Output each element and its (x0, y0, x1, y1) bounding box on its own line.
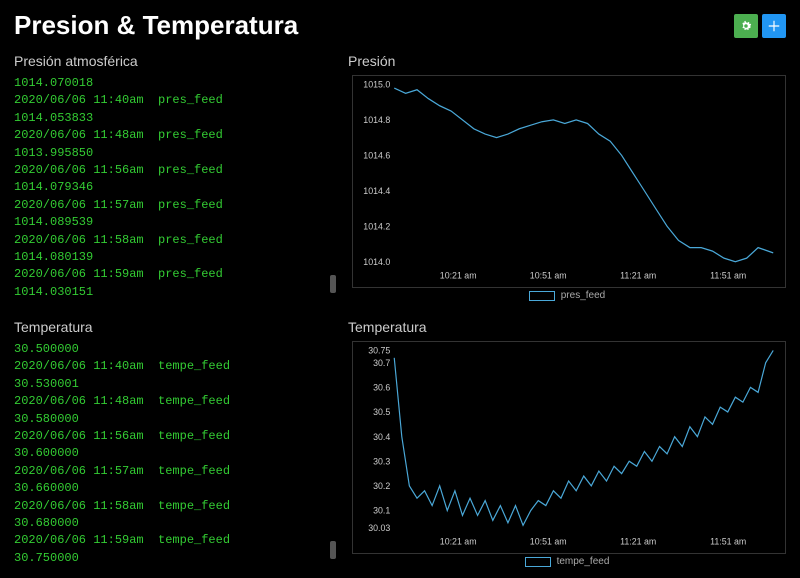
svg-text:1014.2: 1014.2 (363, 221, 390, 231)
svg-text:11:51 am: 11:51 am (710, 536, 746, 546)
svg-text:10:21 am: 10:21 am (440, 270, 477, 280)
svg-text:30.03: 30.03 (368, 523, 390, 533)
svg-text:11:51 am: 11:51 am (710, 270, 746, 280)
temperature-chart-box[interactable]: 30.03 30.1 30.2 30.3 30.4 30.5 30.6 30.7 30.75 10… (352, 341, 786, 554)
svg-text:1014.8: 1014.8 (363, 115, 390, 125)
temperature-chart-title: Temperatura (348, 319, 786, 335)
pressure-chart-svg: 1014.0 1014.2 1014.4 1014.6 1014.8 1015.0 10:2… (353, 76, 785, 287)
svg-text:11:21 am: 11:21 am (620, 536, 656, 546)
svg-text:30.75: 30.75 (368, 345, 390, 355)
temperature-feed-log[interactable]: 30.5000002020/06/06 11:40am tempe_feed30… (14, 341, 334, 567)
pressure-feed-panel: Presión atmosférica 1014.0700182020/06/0… (14, 53, 334, 301)
page-title: Presion & Temperatura (14, 10, 298, 41)
header-actions (734, 14, 786, 38)
dashboard-grid: Presión atmosférica 1014.0700182020/06/0… (14, 53, 786, 563)
temperature-legend-label: tempe_feed (557, 556, 610, 567)
svg-text:1014.6: 1014.6 (363, 150, 390, 160)
svg-text:10:51 am: 10:51 am (530, 536, 567, 546)
add-button[interactable] (762, 14, 786, 38)
scrollbar-thumb[interactable] (330, 541, 336, 559)
pressure-legend: pres_feed (348, 290, 786, 301)
svg-text:1014.0: 1014.0 (363, 257, 390, 267)
temperature-legend: tempe_feed (348, 556, 786, 567)
plus-icon (767, 19, 781, 33)
svg-text:10:51 am: 10:51 am (530, 270, 567, 280)
svg-text:1015.0: 1015.0 (363, 79, 390, 89)
temperature-legend-swatch (525, 557, 551, 567)
pressure-legend-label: pres_feed (561, 290, 605, 301)
svg-text:1014.4: 1014.4 (363, 186, 390, 196)
pressure-chart-panel: Presión 1014.01014.21014.41014.61014.810… (348, 53, 786, 301)
svg-text:30.6: 30.6 (373, 382, 390, 392)
pressure-legend-swatch (529, 291, 555, 301)
pressure-feed-title: Presión atmosférica (14, 53, 334, 69)
pressure-feed-log[interactable]: 1014.0700182020/06/06 11:40am pres_feed1… (14, 75, 334, 301)
svg-text:30.5: 30.5 (373, 407, 390, 417)
svg-text:10:21 am: 10:21 am (440, 536, 477, 546)
dashboard-header: Presion & Temperatura (14, 10, 786, 41)
svg-text:11:21 am: 11:21 am (620, 270, 656, 280)
temperature-feed-panel: Temperatura 30.5000002020/06/06 11:40am … (14, 319, 334, 567)
temperature-chart-svg: 30.03 30.1 30.2 30.3 30.4 30.5 30.6 30.7 30.75 10… (353, 342, 785, 553)
gear-icon (739, 19, 753, 33)
temperature-feed-title: Temperatura (14, 319, 334, 335)
svg-text:30.2: 30.2 (373, 481, 390, 491)
temperature-chart-panel: Temperatura 30.0330.130.230.330.430.530.… (348, 319, 786, 567)
settings-button[interactable] (734, 14, 758, 38)
svg-text:30.1: 30.1 (373, 505, 390, 515)
svg-text:30.4: 30.4 (373, 432, 390, 442)
pressure-chart-title: Presión (348, 53, 786, 69)
pressure-chart-box[interactable]: 1014.0 1014.2 1014.4 1014.6 1014.8 1015.0 10:2… (352, 75, 786, 288)
svg-text:30.3: 30.3 (373, 456, 390, 466)
scrollbar-thumb[interactable] (330, 275, 336, 293)
svg-text:30.7: 30.7 (373, 358, 390, 368)
